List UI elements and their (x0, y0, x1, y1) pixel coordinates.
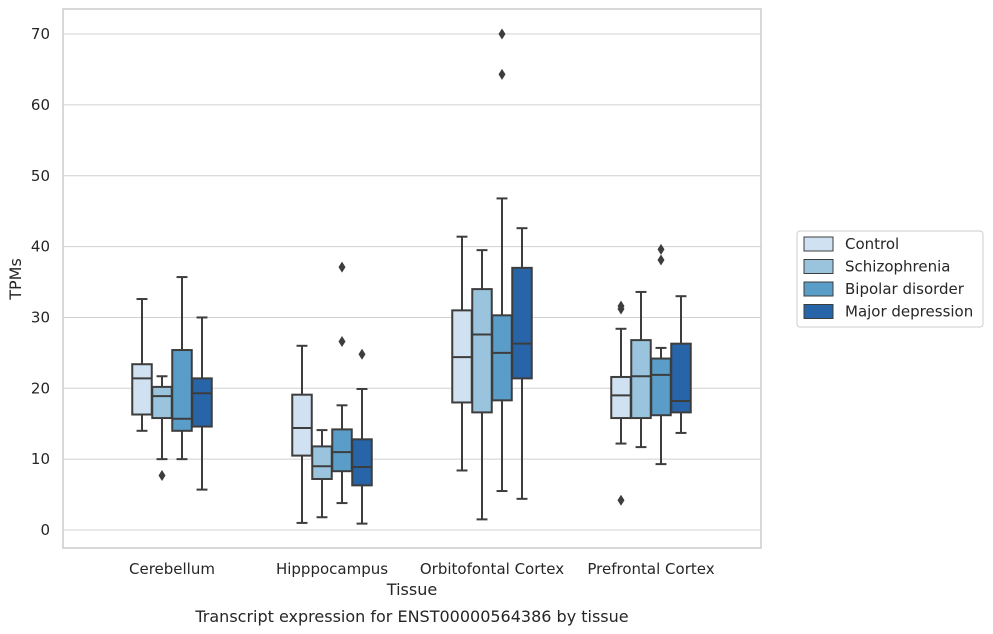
x-tick-label: Cerebellum (129, 560, 215, 578)
box-body (191, 377, 213, 428)
grid-lines (63, 33, 761, 531)
box-body (151, 385, 173, 420)
legend-label: Schizophrenia (845, 258, 950, 276)
box-3-1 (630, 290, 652, 449)
box-body (630, 339, 652, 420)
box-2-1 (471, 249, 493, 521)
y-tick-label: 60 (31, 96, 50, 114)
x-tick-label: Orbitofontal Cortex (420, 560, 564, 578)
box-body (351, 438, 373, 487)
box-1-1 (311, 429, 333, 519)
legend-frame (796, 230, 984, 328)
box-body (311, 445, 333, 480)
box-3-3 (670, 295, 692, 434)
box-2-2 (491, 28, 513, 493)
y-tick-label: 30 (31, 308, 50, 326)
legend-label: Bipolar disorder (845, 280, 965, 298)
box-body (291, 393, 313, 457)
outlier-point (338, 261, 346, 273)
outlier-point (657, 254, 665, 266)
y-tick-labels: 0 10 20 30 40 50 60 70 (31, 25, 50, 539)
box-2-3 (511, 227, 533, 500)
box-2-0 (451, 235, 473, 472)
box-3-2 (650, 243, 672, 466)
box-body (491, 314, 513, 402)
box-body (331, 428, 353, 473)
box-body (650, 357, 672, 417)
legend-swatch (803, 259, 834, 274)
legend-label: Control (845, 235, 899, 253)
legend-swatch (803, 236, 834, 252)
box-body (131, 363, 153, 416)
legend-label: Major depression (845, 303, 973, 321)
plot-frame (62, 8, 762, 549)
box-0-0 (131, 298, 153, 432)
outlier-point (657, 243, 665, 255)
box-layer (131, 28, 692, 525)
legend: Control Schizophrenia Bipolar disorder Majo… (796, 230, 984, 328)
box-body (670, 342, 692, 414)
y-tick-label: 40 (31, 238, 50, 256)
outlier-point (617, 300, 625, 312)
y-tick-label: 0 (40, 521, 50, 539)
y-tick-label: 20 (31, 379, 50, 397)
box-body (511, 266, 533, 380)
legend-swatch (803, 304, 834, 319)
box-3-0 (610, 300, 632, 506)
y-tick-label: 10 (31, 450, 50, 468)
box-body (610, 375, 632, 420)
outlier-point (338, 336, 346, 348)
box-0-3 (191, 316, 213, 491)
x-tick-label: Prefrontal Cortex (587, 560, 714, 578)
chart-caption: Transcript expression for ENST0000056438… (194, 607, 628, 626)
box-body (471, 288, 493, 414)
y-tick-label: 70 (31, 25, 50, 43)
y-axis-label: TPMs (6, 258, 25, 301)
x-tick-labels: Cerebellum Hipppocampus Orbitofontal Corte… (129, 560, 715, 578)
outlier-point (358, 348, 366, 360)
box-1-0 (291, 344, 313, 524)
outlier-point (617, 494, 625, 506)
x-axis-label: Tissue (386, 580, 437, 599)
outlier-point (498, 68, 506, 80)
x-tick-label: Hipppocampus (276, 560, 388, 578)
y-tick-label: 50 (31, 167, 50, 185)
box-1-3 (351, 348, 373, 525)
outlier-point (158, 469, 166, 481)
box-0-2 (171, 276, 193, 461)
box-0-1 (151, 375, 173, 481)
box-1-2 (331, 261, 353, 505)
outlier-point (498, 28, 506, 40)
legend-swatch (803, 281, 834, 297)
